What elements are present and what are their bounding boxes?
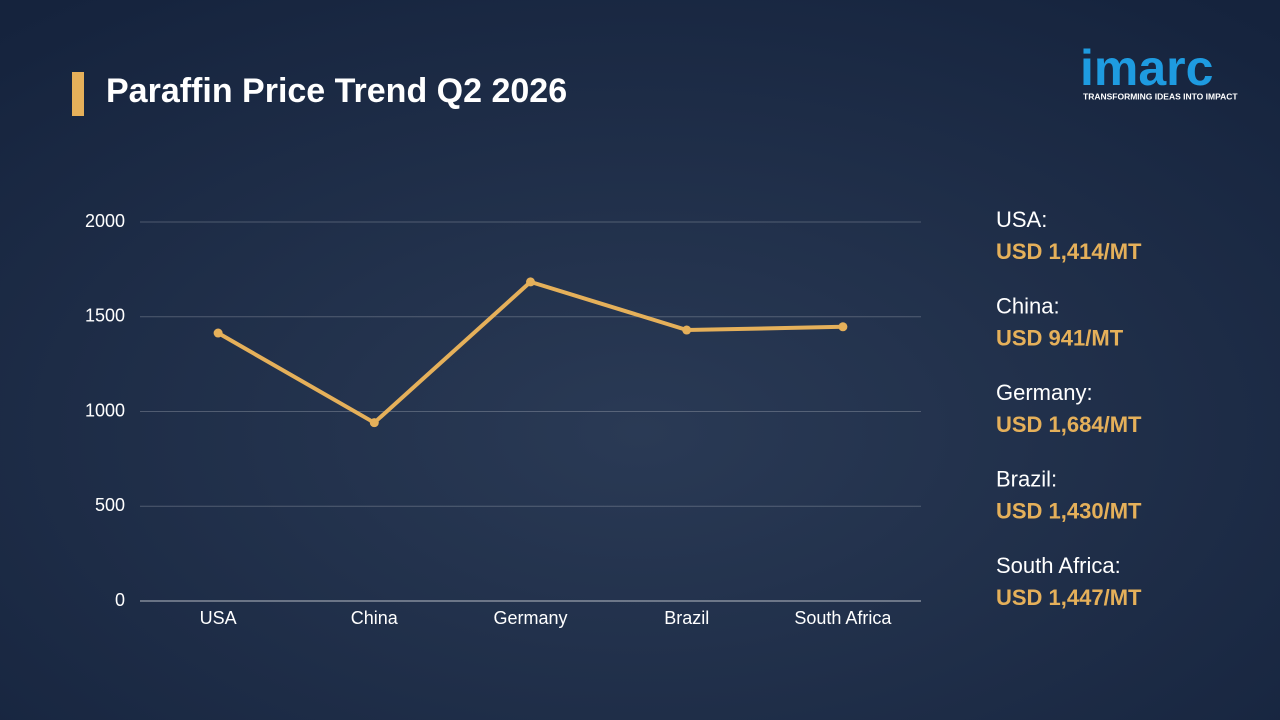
summary-value: USD 1,447/MT xyxy=(996,585,1142,610)
summary-value: USD 941/MT xyxy=(996,325,1124,350)
x-tick-label: South Africa xyxy=(794,608,892,628)
summary-value: USD 1,414/MT xyxy=(996,239,1142,264)
x-tick-label: China xyxy=(351,608,399,628)
data-point xyxy=(369,418,379,428)
data-point xyxy=(838,322,848,332)
summary-label: USA: xyxy=(996,207,1047,232)
summary-value: USD 1,684/MT xyxy=(996,412,1142,437)
x-tick-label: USA xyxy=(200,608,237,628)
chart-title: Paraffin Price Trend Q2 2026 xyxy=(106,72,567,110)
title-accent xyxy=(72,72,84,116)
logo-tagline: TRANSFORMING IDEAS INTO IMPACT xyxy=(1083,91,1238,101)
summary-label: China: xyxy=(996,293,1060,318)
summary-label: South Africa: xyxy=(996,553,1121,578)
x-tick-label: Germany xyxy=(493,608,567,628)
logo-name: imarc xyxy=(1080,40,1213,96)
y-tick-label: 0 xyxy=(115,590,125,610)
y-tick-label: 500 xyxy=(95,495,125,515)
data-point xyxy=(682,325,692,335)
summary-label: Brazil: xyxy=(996,466,1057,491)
y-tick-label: 1500 xyxy=(85,306,125,326)
y-tick-label: 1000 xyxy=(85,400,125,420)
summary-label: Germany: xyxy=(996,380,1093,405)
data-point xyxy=(213,328,223,338)
data-point xyxy=(526,277,535,287)
x-tick-label: Brazil xyxy=(664,608,709,628)
summary-value: USD 1,430/MT xyxy=(996,498,1142,523)
y-tick-label: 2000 xyxy=(85,211,125,231)
